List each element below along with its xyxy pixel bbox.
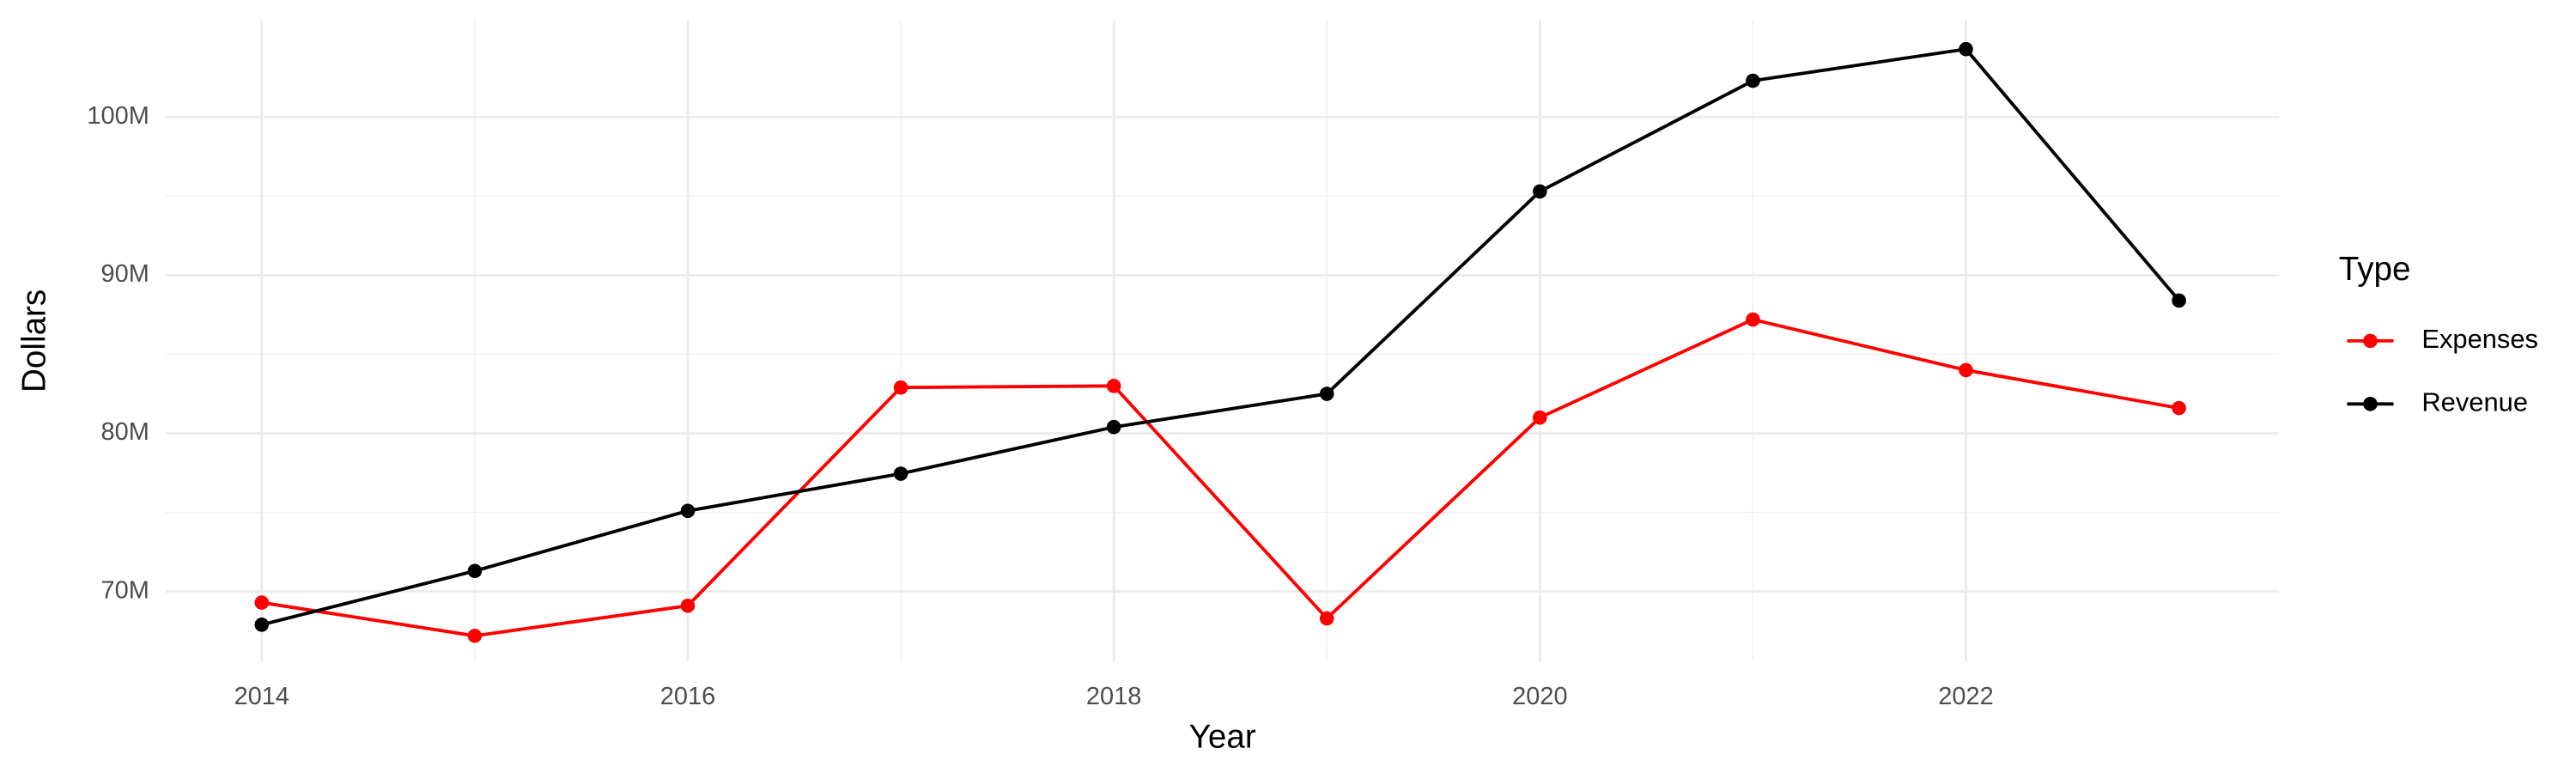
x-tick-label: 2014 (234, 683, 289, 710)
data-point (467, 563, 483, 579)
y-tick-label: 80M (100, 418, 149, 446)
data-point (1959, 41, 1973, 57)
x-tick-label: 2016 (660, 683, 715, 710)
legend-key-point (2363, 333, 2378, 349)
data-point (680, 503, 696, 519)
data-point (680, 598, 696, 613)
data-point (1959, 362, 1973, 378)
x-axis-title: Year (1189, 719, 1256, 756)
x-tick-label: 2020 (1512, 683, 1567, 710)
data-point (467, 628, 483, 643)
legend-label: Revenue (2421, 386, 2528, 417)
x-tick-label: 2018 (1086, 683, 1141, 710)
series-line (261, 47, 2181, 627)
data-point (893, 380, 908, 395)
x-tick-label: 2022 (1938, 683, 1993, 710)
y-tick-label: 90M (100, 260, 149, 288)
legend-label: Expenses (2421, 324, 2538, 354)
data-point (1746, 73, 1760, 88)
y-axis-title: Dollars (16, 289, 53, 393)
data-point (2172, 293, 2186, 308)
data-point (2172, 400, 2186, 416)
data-point (254, 618, 270, 632)
data-point (1106, 419, 1121, 435)
data-point (1746, 312, 1760, 327)
data-point (1533, 184, 1547, 199)
y-tick-label: 100M (87, 102, 149, 130)
legend-key-point (2363, 396, 2378, 411)
data-point (1533, 410, 1547, 425)
data-point (1319, 386, 1334, 401)
data-point (1319, 611, 1334, 626)
data-point (1106, 379, 1121, 393)
data-point (254, 595, 270, 610)
legend-title: Type (2339, 251, 2411, 288)
y-tick-label: 70M (100, 576, 149, 604)
series-line (261, 317, 2179, 638)
data-point (893, 466, 908, 481)
